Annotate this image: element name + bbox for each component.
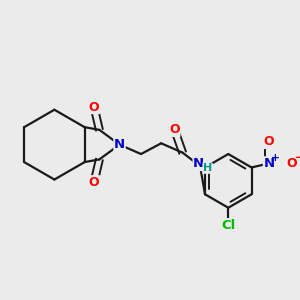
Text: O: O	[89, 100, 99, 113]
Text: N: N	[263, 157, 274, 170]
Text: +: +	[271, 152, 279, 163]
Text: O: O	[169, 123, 180, 136]
Text: O: O	[286, 157, 297, 170]
Text: Cl: Cl	[221, 219, 236, 232]
Text: H: H	[203, 163, 212, 173]
Text: O: O	[264, 135, 274, 148]
Text: O: O	[89, 176, 99, 189]
Text: N: N	[114, 138, 125, 151]
Text: −: −	[294, 151, 300, 164]
Text: N: N	[193, 158, 204, 170]
